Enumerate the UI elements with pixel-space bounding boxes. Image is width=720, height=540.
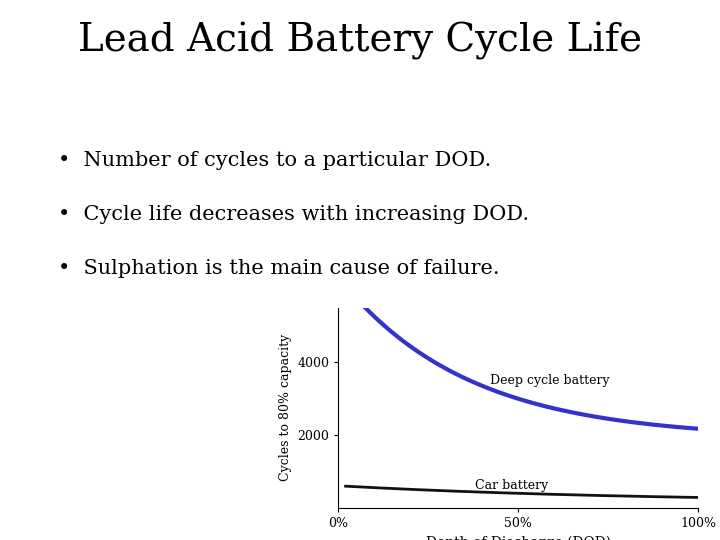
Text: •  Number of cycles to a particular DOD.: • Number of cycles to a particular DOD. [58, 151, 491, 170]
Text: Lead Acid Battery Cycle Life: Lead Acid Battery Cycle Life [78, 22, 642, 59]
X-axis label: Depth of Discharge (DOD): Depth of Discharge (DOD) [426, 535, 611, 540]
Text: •  Sulphation is the main cause of failure.: • Sulphation is the main cause of failur… [58, 259, 499, 278]
Text: •  Cycle life decreases with increasing DOD.: • Cycle life decreases with increasing D… [58, 205, 528, 224]
Y-axis label: Cycles to 80% capacity: Cycles to 80% capacity [279, 334, 292, 481]
Text: Car battery: Car battery [475, 478, 549, 492]
Text: Deep cycle battery: Deep cycle battery [490, 374, 609, 387]
